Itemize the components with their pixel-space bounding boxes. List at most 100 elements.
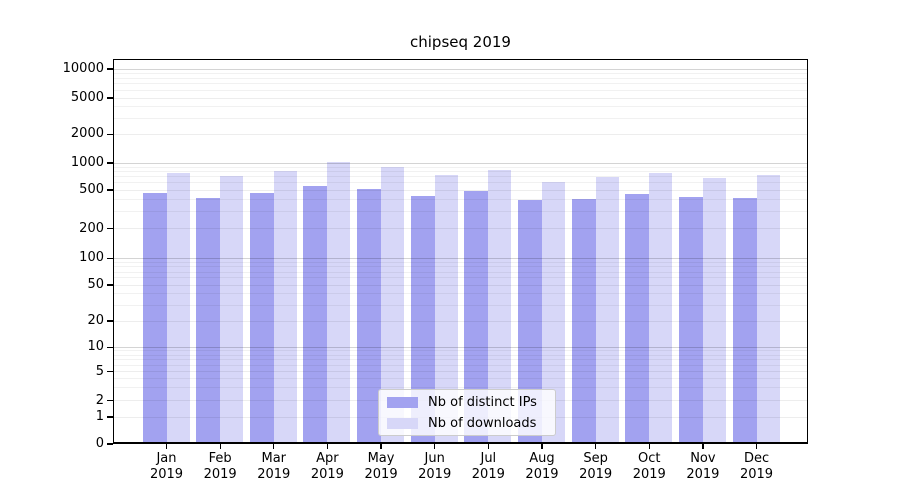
gridline-y-5000	[113, 97, 808, 99]
gridline-y-8	[113, 354, 808, 356]
gridline-y-10	[113, 346, 808, 348]
plot-spine-right	[806, 59, 808, 444]
bar-distinct-ips-may	[357, 189, 382, 444]
gridline-y-200	[113, 228, 808, 229]
gridline-y-7000	[113, 83, 808, 85]
gridline-y-10000	[113, 68, 808, 70]
gridline-y-3000	[113, 117, 808, 119]
y-axis-tick-label-500: 500	[79, 182, 104, 197]
y-axis-tick-label-10000: 10000	[62, 61, 104, 76]
x-axis-tick-label-jan: Jan 2019	[149, 451, 184, 482]
gridline-y-4000	[113, 106, 808, 108]
bar-distinct-ips-sep	[571, 198, 596, 444]
bar-distinct-ips-dec	[732, 197, 757, 444]
gridline-y-8000	[113, 77, 808, 79]
chart-title: chipseq 2019	[410, 33, 511, 51]
bar-downloads-sep	[595, 176, 619, 444]
bar-distinct-ips-oct	[625, 193, 650, 444]
gridline-y-6000	[113, 89, 808, 91]
y-axis-tick-label-1000: 1000	[70, 155, 104, 170]
x-tick-mark-apr	[326, 444, 329, 449]
y-tick-mark-1000	[107, 162, 113, 164]
plot-spine-bottom	[113, 442, 808, 444]
x-axis-tick-label-apr: Apr 2019	[310, 451, 344, 482]
x-tick-mark-jan	[165, 444, 168, 449]
legend: Nb of distinct IPs Nb of downloads	[378, 389, 556, 436]
x-axis-tick-label-jun: Jun 2019	[418, 451, 452, 482]
x-tick-mark-nov	[702, 444, 704, 449]
bar-downloads-apr	[327, 161, 351, 444]
gridline-y-70	[113, 271, 808, 273]
y-axis-tick-label-10: 10	[87, 339, 104, 355]
y-axis-tick-label-2: 2	[95, 392, 104, 408]
legend-item-downloads: Nb of downloads	[387, 414, 547, 432]
gridline-y-3	[113, 387, 808, 389]
y-axis-tick-label-0: 0	[95, 436, 104, 451]
x-axis-tick-label-mar: Mar 2019	[257, 451, 291, 482]
bar-distinct-ips-apr	[303, 185, 328, 444]
bar-downloads-jul	[488, 169, 512, 444]
x-tick-mark-jun	[434, 444, 436, 449]
gridline-y-20	[113, 320, 808, 322]
x-tick-mark-may	[380, 444, 382, 449]
bar-distinct-ips-feb	[196, 197, 221, 444]
y-tick-mark-5	[107, 370, 113, 373]
x-tick-mark-dec	[755, 444, 758, 449]
y-tick-mark-200	[107, 227, 113, 230]
gridline-y-800	[113, 171, 808, 173]
gridline-y-600	[113, 182, 808, 184]
gridline-y-60	[113, 277, 808, 279]
y-tick-mark-10	[107, 346, 113, 348]
bar-distinct-ips-nov	[678, 196, 703, 444]
y-tick-mark-0	[107, 443, 113, 445]
plot-spine-top	[113, 59, 808, 61]
gridline-y-500	[113, 189, 808, 191]
plot-spine-left	[113, 59, 115, 444]
gridline-y-7	[113, 359, 808, 361]
x-axis-tick-label-jul: Jul 2019	[471, 451, 505, 482]
y-axis-tick-label-20: 20	[87, 313, 104, 328]
bar-downloads-mar	[273, 171, 297, 444]
bar-downloads-jun	[434, 174, 458, 444]
x-axis-tick-label-nov: Nov 2019	[686, 451, 720, 482]
gridline-y-6	[113, 364, 808, 366]
legend-label-downloads: Nb of downloads	[428, 415, 537, 431]
gridline-y-1000	[113, 162, 808, 164]
legend-label-distinct-ips: Nb of distinct IPs	[428, 394, 537, 410]
plot-area: Nb of distinct IPs Nb of downloads	[113, 59, 808, 444]
x-tick-mark-feb	[219, 444, 221, 449]
y-axis-tick-label-5: 5	[95, 363, 104, 379]
gridline-y-2000	[113, 133, 808, 135]
y-axis-tick-label-1: 1	[95, 409, 104, 424]
x-axis-tick-label-dec: Dec 2019	[739, 451, 774, 482]
bar-downloads-jan	[166, 172, 190, 444]
y-tick-mark-2000	[107, 133, 113, 135]
gridline-y-700	[113, 176, 808, 178]
y-axis-tick-label-100: 100	[79, 250, 104, 266]
y-tick-mark-20	[107, 320, 113, 322]
x-tick-mark-sep	[595, 444, 597, 449]
gridline-y-400	[113, 198, 808, 200]
bar-downloads-oct	[649, 172, 673, 444]
legend-swatch-downloads-icon	[387, 417, 418, 429]
gridline-y-300	[113, 210, 808, 212]
gridline-y-5	[113, 371, 808, 372]
y-axis-tick-label-5000: 5000	[70, 90, 104, 105]
gridline-y-40	[113, 293, 808, 295]
bar-downloads-dec	[756, 174, 780, 444]
bar-downloads-nov	[702, 177, 726, 444]
y-axis-tick-label-50: 50	[87, 277, 104, 292]
gridline-y-9	[113, 350, 808, 352]
x-tick-mark-mar	[273, 444, 275, 449]
y-tick-mark-500	[107, 189, 113, 191]
y-tick-mark-5000	[107, 97, 113, 99]
gridline-y-900	[113, 166, 808, 168]
legend-swatch-distinct-ips-icon	[387, 396, 418, 408]
gridline-y-9000	[113, 72, 808, 74]
gridline-y-80	[113, 266, 808, 268]
x-axis-tick-label-aug: Aug 2019	[525, 451, 559, 482]
y-tick-mark-10000	[107, 68, 113, 70]
x-axis-tick-label-feb: Feb 2019	[203, 451, 237, 482]
y-tick-mark-1	[107, 416, 113, 418]
